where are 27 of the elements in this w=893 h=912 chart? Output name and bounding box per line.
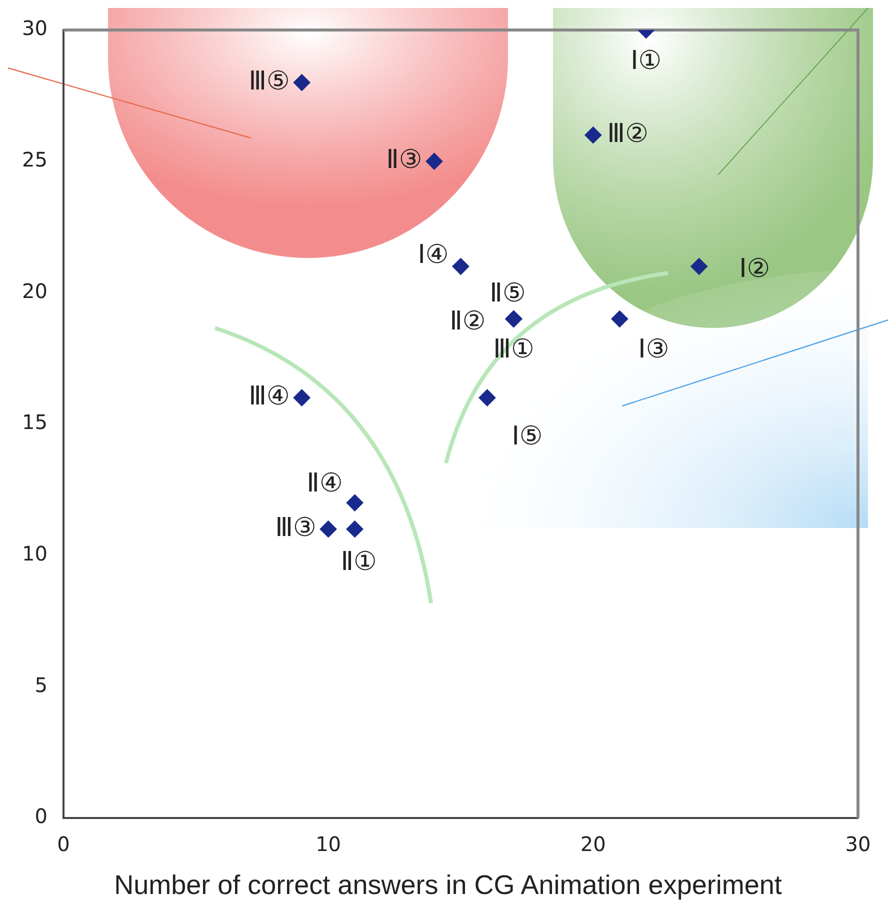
data-label: Ⅲ③ [275, 512, 316, 543]
data-label: Ⅱ③ [386, 145, 422, 176]
x-tick-label: 20 [580, 832, 606, 856]
data-label: Ⅱ⑤ [490, 278, 526, 309]
y-tick-label: 5 [34, 672, 48, 697]
x-tick-label: 10 [316, 832, 342, 856]
y-tick-label: 10 [22, 542, 48, 566]
y-tick-label: 30 [22, 16, 48, 40]
x-axis-title: Number of correct answers in CG Animation experiment [113, 870, 783, 901]
data-label: Ⅰ⑤ [512, 421, 543, 452]
data-label: Ⅲ② [607, 118, 648, 149]
x-tick-label: 0 [57, 832, 70, 856]
data-label: Ⅰ③ [638, 334, 670, 365]
data-label: Ⅲ④ [248, 381, 290, 412]
data-label: Ⅰ② [739, 254, 770, 284]
y-tick-label: 0 [34, 804, 48, 828]
data-label: Ⅱ② [450, 306, 486, 337]
data-label: Ⅲ⑤ [248, 66, 290, 96]
data-label: Ⅰ① [630, 46, 662, 76]
data-label: Ⅰ④ [418, 240, 449, 270]
data-label: Ⅱ④ [306, 468, 343, 499]
x-tick-label: 30 [845, 832, 871, 856]
y-tick-label: 20 [22, 278, 48, 303]
data-label: Ⅱ① [340, 546, 377, 577]
y-tick-label: 25 [22, 148, 48, 172]
data-label: Ⅲ① [493, 334, 534, 365]
y-tick-label: 15 [22, 410, 48, 434]
